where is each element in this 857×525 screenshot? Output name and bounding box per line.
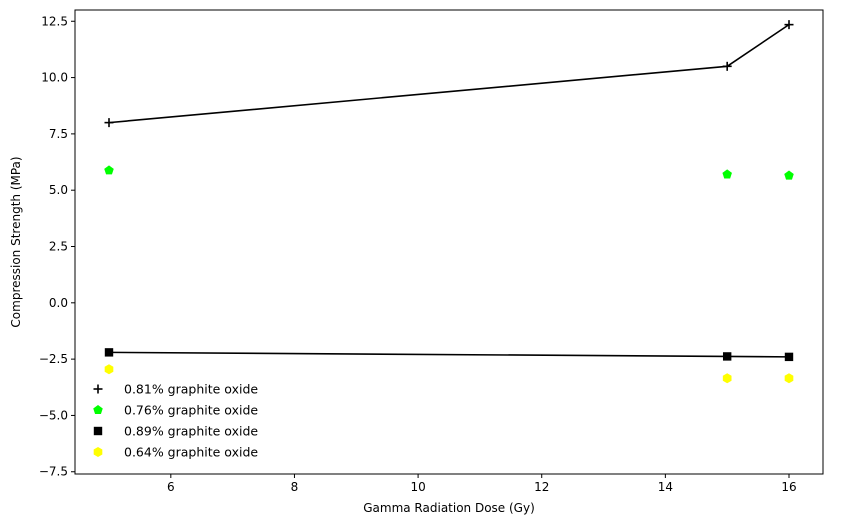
series-3-point-2	[784, 373, 794, 384]
series-3-point-0	[104, 364, 114, 375]
axes-frame	[74, 9, 824, 475]
series-0-point-0	[104, 118, 114, 128]
x-tick-label-3: 12	[534, 480, 549, 494]
y-tick-label-2: −2.5	[39, 352, 68, 366]
y-tick-label-0: −7.5	[39, 465, 68, 479]
series-2-point-1	[722, 352, 732, 361]
y-tick-label-4: 2.5	[49, 240, 68, 254]
x-tick-label-0: 6	[167, 480, 175, 494]
legend-label-1: 0.76% graphite oxide	[124, 403, 258, 418]
plot-area	[104, 20, 794, 384]
series-1-point-1	[722, 169, 732, 179]
series-0-point-1	[722, 61, 732, 71]
x-tick-label-1: 8	[291, 480, 299, 494]
y-tick-label-8: 12.5	[41, 14, 68, 28]
legend: 0.81% graphite oxide 0.76% graphite oxide…	[93, 382, 258, 460]
x-tick-label-2: 10	[410, 480, 425, 494]
y-tick-label-3: 0.0	[49, 296, 68, 310]
legend-label-0: 0.81% graphite oxide	[124, 382, 258, 397]
series-2-point-0	[104, 348, 114, 357]
series-1-point-2	[784, 170, 794, 180]
legend-marker-3	[93, 447, 103, 457]
legend-label-3: 0.64% graphite oxide	[124, 445, 258, 460]
series-1-point-0	[104, 165, 114, 175]
x-axis-title: Gamma Radiation Dose (Gy)	[363, 501, 535, 515]
series-0-point-2	[784, 20, 794, 30]
y-tick-label-1: −5.0	[39, 408, 68, 422]
legend-marker-0	[93, 384, 103, 394]
y-axis-title: Compression Strength (MPa)	[9, 156, 23, 327]
legend-marker-1	[93, 405, 103, 415]
axes: 6 8 10 12 14 16 −7.5 −5.0 −2.5 0.0 2.5 5.0 7.5 10.0 12…	[39, 9, 824, 494]
y-tick-label-6: 7.5	[49, 127, 68, 141]
series-2-point-2	[784, 352, 794, 362]
series-3-point-1	[722, 373, 732, 384]
legend-marker-2	[93, 426, 103, 436]
y-tick-label-7: 10.0	[41, 71, 68, 85]
legend-label-2: 0.89% graphite oxide	[124, 424, 258, 439]
x-tick-label-4: 14	[658, 480, 673, 494]
y-tick-label-5: 5.0	[49, 183, 68, 197]
x-tick-label-5: 16	[781, 480, 796, 494]
